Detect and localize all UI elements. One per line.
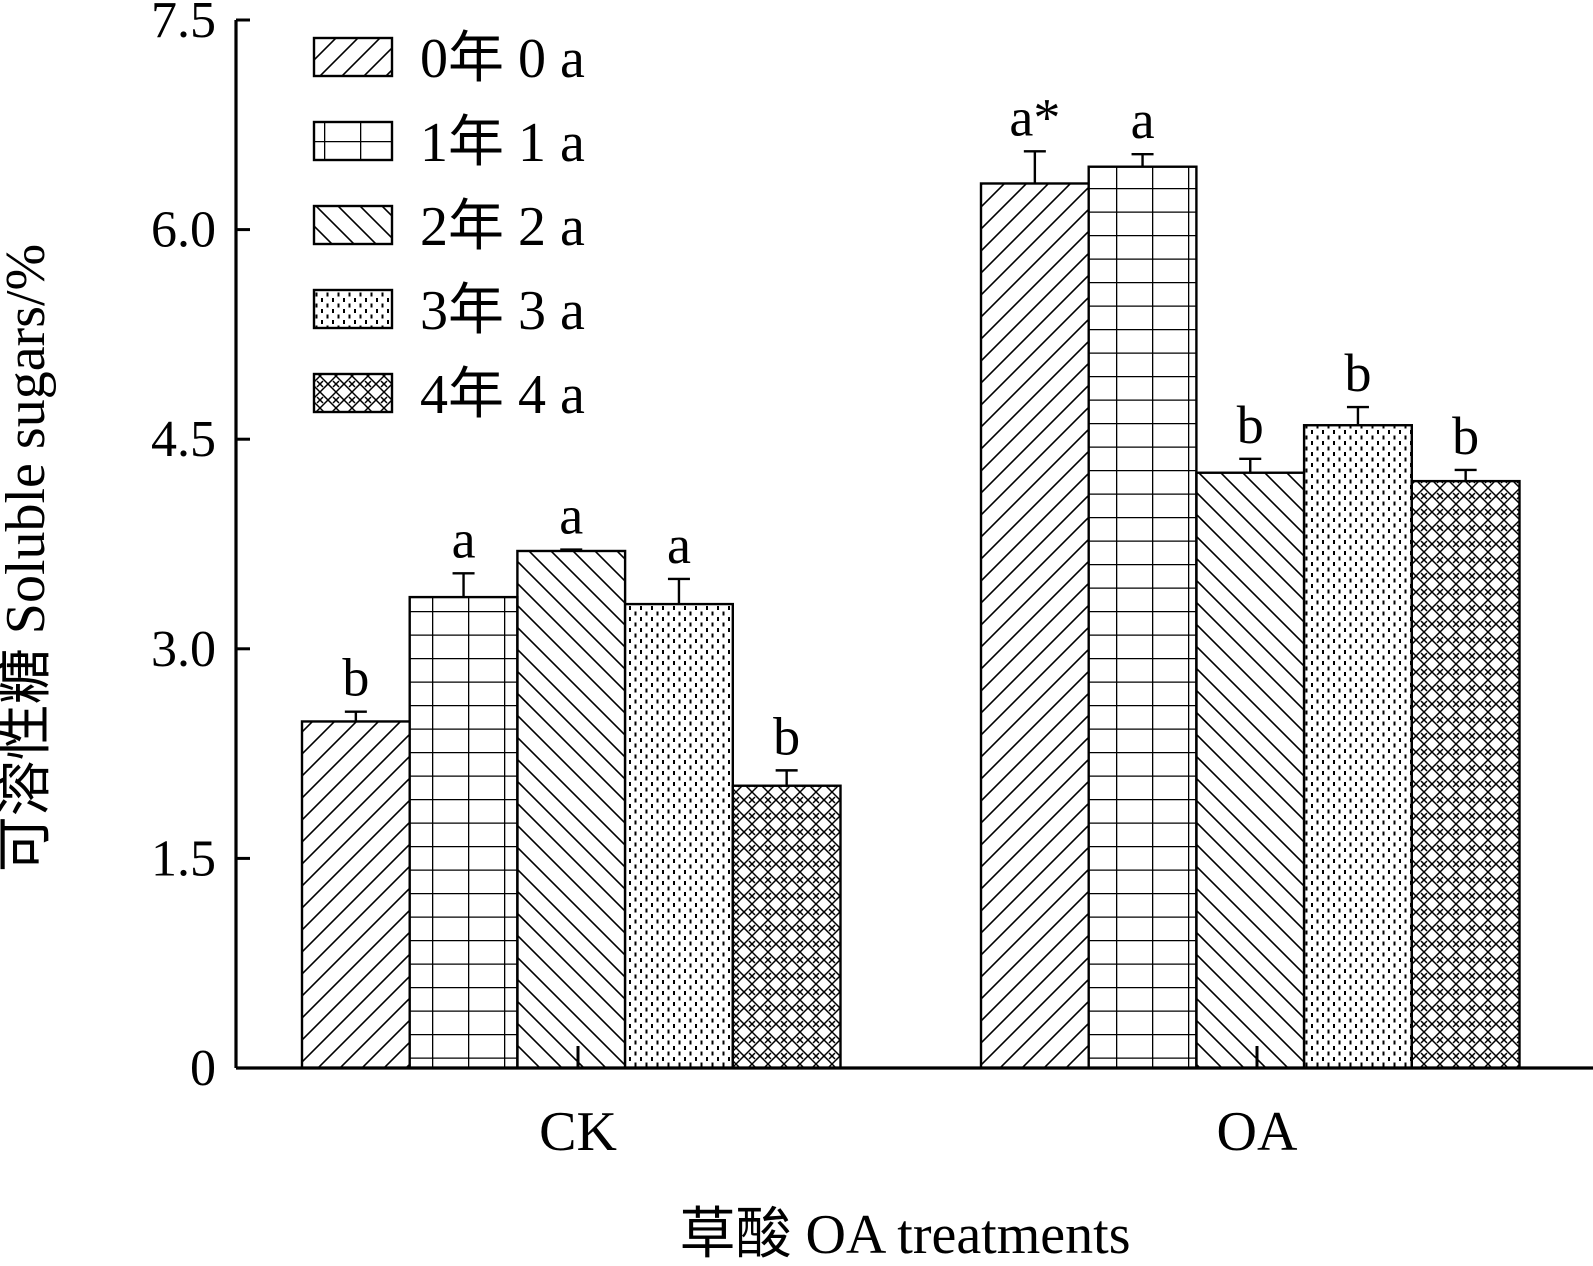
legend-swatch bbox=[312, 120, 394, 162]
legend-label: 4年 4 a bbox=[420, 364, 585, 426]
error-bar bbox=[344, 710, 367, 722]
significance-label: b bbox=[1344, 343, 1371, 403]
x-axis: CK OA bbox=[236, 1046, 1593, 1163]
error-bar bbox=[560, 548, 583, 551]
error-bar bbox=[452, 572, 475, 598]
bar-ck-series-1 bbox=[408, 595, 519, 1070]
legend-item: 2年 2 a bbox=[312, 196, 585, 258]
significance-label: a bbox=[1131, 90, 1155, 150]
error-bar bbox=[1023, 150, 1046, 184]
bar-ck-series-0 bbox=[300, 720, 411, 1070]
legend-item: 3年 3 a bbox=[312, 280, 585, 342]
legend-item: 4年 4 a bbox=[312, 364, 585, 426]
legend-swatch bbox=[312, 372, 394, 414]
legend: 0年 0 a 1年 1 a 2年 2 a 3年 3 a 4年 4 a bbox=[312, 28, 585, 426]
significance-label: a bbox=[667, 515, 691, 575]
y-tick-label: 4.5 bbox=[151, 411, 216, 468]
y-tick-label: 3.0 bbox=[151, 621, 216, 678]
bar-oa-series-0 bbox=[979, 182, 1090, 1070]
significance-label: b bbox=[1452, 406, 1479, 466]
bar-ck-series-4 bbox=[731, 784, 842, 1070]
significance-label: a bbox=[452, 509, 476, 569]
legend-item: 1年 1 a bbox=[312, 112, 585, 174]
y-tick-label: 6.0 bbox=[151, 202, 216, 259]
y-tick-label: 7.5 bbox=[151, 0, 216, 49]
error-bar bbox=[1239, 457, 1262, 473]
error-bar bbox=[1346, 405, 1369, 426]
error-bar bbox=[1454, 468, 1477, 482]
significance-label: a* bbox=[1009, 87, 1060, 147]
y-axis: 0 1.5 3.0 4.5 6.0 7.5 bbox=[151, 0, 250, 1097]
legend-swatch bbox=[312, 204, 394, 246]
error-bar bbox=[667, 577, 690, 605]
bar-oa-series-3 bbox=[1302, 424, 1413, 1070]
bar-ck-series-3 bbox=[623, 602, 734, 1070]
legend-label: 1年 1 a bbox=[420, 112, 585, 174]
error-bar bbox=[775, 769, 798, 786]
significance-label: b bbox=[342, 648, 369, 708]
x-axis-title: 草酸 OA treatments bbox=[679, 1204, 1130, 1266]
y-tick-label: 0 bbox=[190, 1040, 216, 1097]
significance-label: a bbox=[559, 486, 583, 546]
legend-item: 0年 0 a bbox=[312, 28, 585, 90]
bar-oa-series-4 bbox=[1410, 479, 1521, 1070]
legend-label: 3年 3 a bbox=[420, 280, 585, 342]
legend-label: 0年 0 a bbox=[420, 28, 585, 90]
legend-swatch bbox=[312, 36, 394, 78]
legend-label: 2年 2 a bbox=[420, 196, 585, 258]
y-axis-title: 可溶性糖 Soluble sugars/% bbox=[0, 244, 57, 872]
bar-oa-series-1 bbox=[1087, 165, 1198, 1070]
x-tick-label-ck: CK bbox=[539, 1101, 617, 1163]
bar-ck-series-2 bbox=[516, 549, 627, 1070]
x-tick-label-oa: OA bbox=[1217, 1101, 1298, 1163]
error-bar bbox=[1131, 152, 1154, 167]
y-tick-label: 1.5 bbox=[151, 830, 216, 887]
legend-swatch bbox=[312, 288, 394, 330]
bar-oa-series-2 bbox=[1195, 471, 1306, 1070]
significance-label: b bbox=[773, 706, 800, 766]
significance-label: b bbox=[1237, 395, 1264, 455]
